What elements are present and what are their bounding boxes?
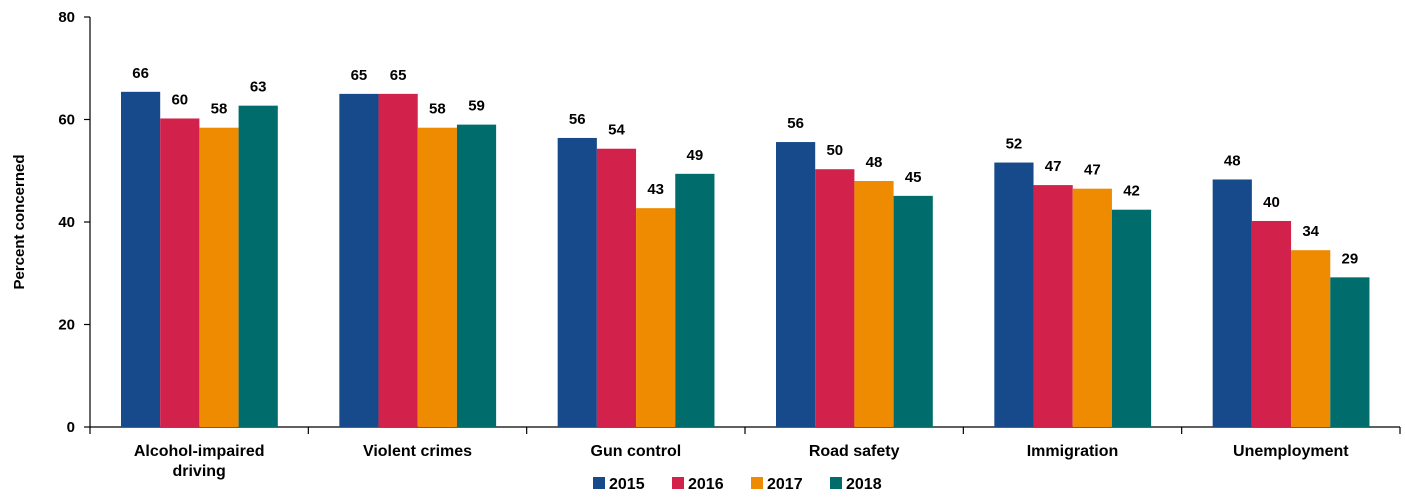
bar-2018	[238, 105, 278, 427]
bar-2015	[1212, 179, 1252, 427]
data-label: 56	[787, 115, 804, 132]
legend: 2015 2016 2017 2018	[593, 476, 882, 493]
x-category-label: Road safety	[809, 443, 900, 460]
bar-2017	[199, 127, 239, 427]
x-category-label: Violent crimes	[363, 443, 472, 460]
data-label: 45	[905, 169, 922, 186]
data-label: 48	[1224, 152, 1241, 169]
data-label: 65	[390, 67, 407, 84]
y-tick-label: 80	[58, 9, 75, 26]
data-label: 48	[866, 154, 883, 171]
data-label: 58	[429, 101, 446, 118]
data-label: 59	[468, 98, 485, 115]
data-label: 43	[647, 181, 664, 198]
bar-2015	[776, 142, 816, 428]
bar-2018	[675, 173, 715, 427]
x-category-label: Unemployment	[1233, 443, 1349, 460]
data-label: 40	[1263, 194, 1280, 211]
bar-2016	[378, 93, 418, 427]
data-label: 63	[250, 79, 267, 96]
data-label: 47	[1045, 158, 1062, 175]
data-label: 54	[608, 122, 625, 139]
data-label: 34	[1302, 223, 1319, 240]
bar-2016	[1251, 220, 1292, 427]
bar-2016	[160, 118, 200, 427]
data-label: 66	[132, 65, 149, 82]
data-label: 65	[351, 67, 368, 84]
legend-swatch	[593, 477, 605, 489]
bars-layer	[121, 91, 1370, 428]
data-label: 60	[171, 91, 188, 108]
y-tick-label: 0	[67, 419, 75, 436]
legend-label: 2017	[767, 476, 803, 493]
bar-2015	[994, 162, 1034, 428]
data-label: 47	[1084, 162, 1101, 179]
x-category-label: Alcohol-impaired driving	[134, 443, 265, 480]
data-label: 29	[1342, 250, 1359, 267]
y-tick-label: 20	[58, 317, 75, 334]
bar-2016	[596, 148, 637, 427]
axes-layer: 0 20 40 60 80 Percent concerned Alcohol-impair…	[11, 9, 1401, 480]
legend-label: 2016	[688, 476, 724, 493]
data-label: 52	[1006, 136, 1023, 153]
legend-swatch	[672, 477, 684, 489]
bar-2015	[121, 91, 161, 427]
legend-label: 2018	[846, 476, 882, 493]
bar-2017	[636, 208, 676, 427]
bar-2017	[854, 181, 894, 427]
x-category-label: Gun control	[591, 443, 682, 460]
bar-2015	[557, 137, 597, 427]
data-label: 56	[569, 111, 586, 128]
bar-2016	[815, 169, 855, 427]
bar-2015	[339, 93, 379, 427]
bar-2017	[417, 127, 457, 427]
data-label: 42	[1123, 183, 1140, 200]
legend-swatch	[751, 477, 763, 489]
bar-2016	[1033, 185, 1073, 427]
bar-2018	[1111, 209, 1152, 427]
data-label: 49	[687, 147, 704, 164]
legend-swatch	[830, 477, 842, 489]
data-label: 50	[826, 142, 843, 159]
bar-2018	[1330, 277, 1370, 427]
legend-label: 2015	[609, 476, 645, 493]
y-axis-title: Percent concerned	[11, 154, 28, 289]
data-label: 58	[211, 101, 228, 118]
bar-2017	[1072, 188, 1112, 427]
bar-2018	[893, 195, 933, 427]
data-labels-layer: 66 60 58 63 65 65 58 59 56 54 43 49 56 50 48 45 52 47 47 42…	[132, 65, 1358, 268]
bar-2017	[1291, 250, 1331, 427]
y-tick-label: 40	[58, 214, 75, 231]
x-category-label: Immigration	[1027, 443, 1119, 460]
y-tick-label: 60	[58, 112, 75, 129]
bar-2018	[456, 124, 497, 427]
